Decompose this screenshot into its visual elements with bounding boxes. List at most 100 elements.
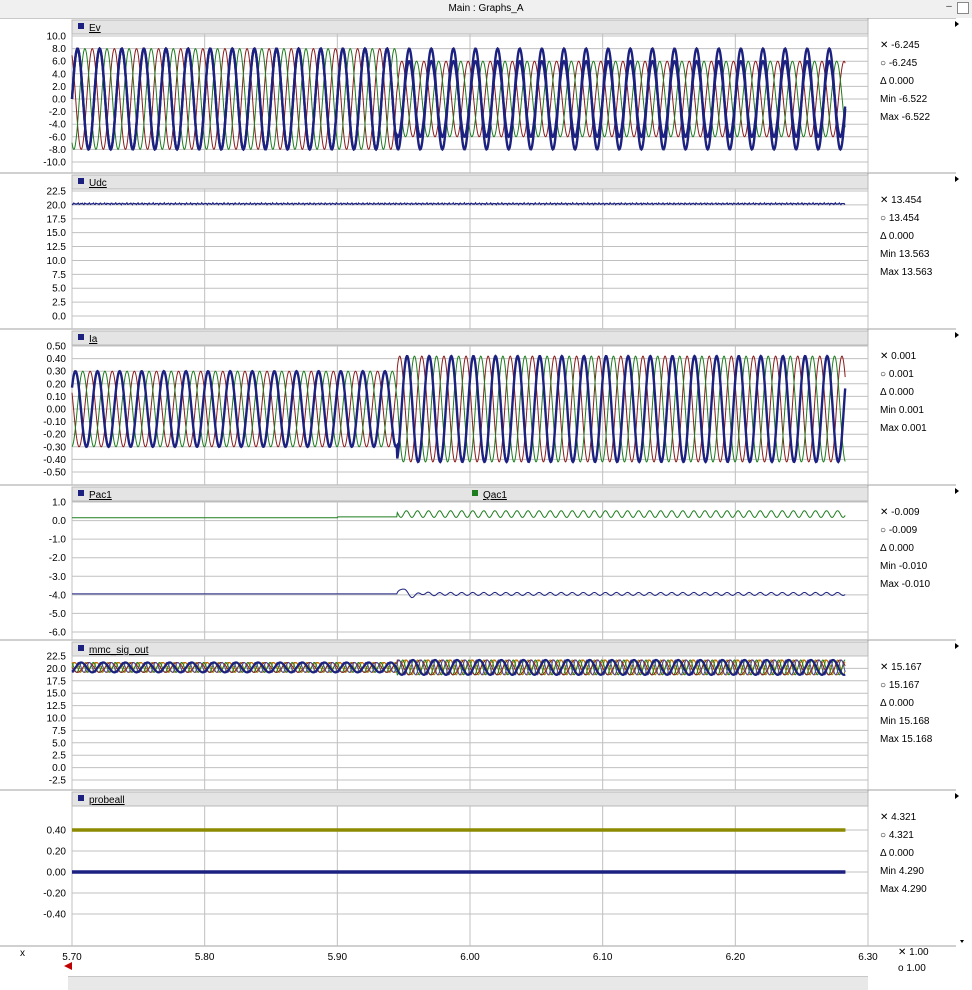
y-tick-label: -2.0 xyxy=(49,553,67,564)
y-tick-label: 1.0 xyxy=(52,498,66,509)
panel-expand-icon xyxy=(955,488,959,494)
y-tick-label: 0.20 xyxy=(47,847,67,858)
y-tick-label: 22.5 xyxy=(47,187,67,198)
legend-label: mmc_sig_out xyxy=(89,645,149,656)
max-readout: Max -6.522 xyxy=(880,112,930,123)
maximize-icon[interactable] xyxy=(957,2,969,14)
y-tick-label: 20.0 xyxy=(47,200,67,211)
y-tick-label: 22.5 xyxy=(47,652,67,663)
min-readout: Min 13.563 xyxy=(880,249,930,260)
x-axis-label: x xyxy=(20,948,25,959)
trace-ev-phase-2 xyxy=(71,47,846,151)
panel-header xyxy=(71,791,869,807)
y-tick-label: 0.20 xyxy=(47,379,67,390)
max-readout: Max 13.563 xyxy=(880,267,933,278)
y-tick-label: 2.0 xyxy=(52,82,66,93)
trace-ia-phase-0 xyxy=(70,354,847,464)
min-readout: Min 4.290 xyxy=(880,866,924,877)
min-readout: Min 15.168 xyxy=(880,716,930,727)
y-tick-label: 10.0 xyxy=(47,256,67,267)
scroll-down-icon xyxy=(960,940,964,943)
legend-swatch xyxy=(78,490,84,496)
x-tick-label: 5.90 xyxy=(328,952,348,963)
vertical-scrollbar[interactable] xyxy=(956,18,972,946)
y-tick-label: -0.50 xyxy=(43,468,66,479)
max-readout: Max 15.168 xyxy=(880,734,933,745)
y-tick-label: 0.0 xyxy=(52,95,66,106)
panel-mmc: 22.520.017.5 15.012.5 10.07.55.0 2.50.0 -2.5… xyxy=(0,640,959,791)
window-title: Main : Graphs_A xyxy=(448,3,524,14)
y-tick-label: 10.0 xyxy=(47,32,67,43)
y-tick-label: 12.5 xyxy=(47,701,67,712)
cursor-o-readout: ○ -0.009 xyxy=(880,525,918,536)
trace-udc xyxy=(71,201,846,206)
y-tick-label: -0.10 xyxy=(43,417,66,428)
y-tick-label: -4.0 xyxy=(49,590,67,601)
cursor-o-readout: ○ -6.245 xyxy=(880,58,918,69)
cursor-o-readout: ○ 0.001 xyxy=(880,369,914,380)
panel-expand-icon xyxy=(955,176,959,182)
panel-expand-icon xyxy=(955,21,959,27)
minimize-icon[interactable]: – xyxy=(946,1,952,12)
cursor-x-readout: ✕ -6.245 xyxy=(880,40,920,51)
legend-swatch xyxy=(78,23,84,29)
panel-header xyxy=(71,641,869,657)
y-tick-label: -6.0 xyxy=(49,628,67,639)
y-tick-label: 0.0 xyxy=(52,312,66,323)
y-tick-label: -0.30 xyxy=(43,442,66,453)
delta-readout: Δ 0.000 xyxy=(880,387,914,398)
cursor-marker-icon xyxy=(64,962,72,970)
y-tick-label: 20.0 xyxy=(47,664,67,675)
y-tick-label: -5.0 xyxy=(49,609,67,620)
legend-swatch xyxy=(78,795,84,801)
legend-swatch xyxy=(472,490,478,496)
horizontal-scrollbar[interactable] xyxy=(68,976,868,990)
panel-expand-icon xyxy=(955,332,959,338)
cursor-x-readout: ✕ 15.167 xyxy=(880,662,922,673)
panel-header xyxy=(71,174,869,190)
cursor-o-readout: ○ 15.167 xyxy=(880,680,920,691)
y-tick-label: 0.40 xyxy=(47,826,67,837)
y-tick-label: 15.0 xyxy=(47,689,67,700)
cursor-x-readout: ✕ -0.009 xyxy=(880,507,920,518)
y-tick-label: -1.0 xyxy=(49,535,67,546)
x-tick-label: 5.70 xyxy=(62,952,82,963)
cursor-x-readout: ✕ 4.321 xyxy=(880,812,917,823)
y-tick-label: 10.0 xyxy=(47,714,67,725)
max-readout: Max -0.010 xyxy=(880,579,930,590)
y-tick-label: 0.00 xyxy=(47,868,67,879)
cursor-x-readout: ✕ 13.454 xyxy=(880,195,922,206)
x-tick-label: 6.00 xyxy=(460,952,480,963)
y-tick-label: 7.5 xyxy=(52,270,66,281)
legend-label: Qac1 xyxy=(483,490,507,501)
y-tick-label: 8.0 xyxy=(52,44,66,55)
panel-ia: 0.500.40 0.300.20 0.10 0.00-0.10 -0.20-0.30 -… xyxy=(0,329,959,486)
panel-expand-icon xyxy=(955,643,959,649)
cursor-o-readout: ○ 13.454 xyxy=(880,213,920,224)
legend-label: Pac1 xyxy=(89,490,112,501)
y-tick-label: 0.10 xyxy=(47,392,67,403)
panel-expand-icon xyxy=(955,793,959,799)
panel-header xyxy=(71,19,869,35)
y-tick-label: -0.20 xyxy=(43,430,66,441)
y-tick-label: 0.40 xyxy=(47,354,67,365)
x-cursor-readout: ✕ 1.00 xyxy=(898,947,929,958)
y-tick-label: 6.0 xyxy=(52,57,66,68)
panel-probe: 0.40 0.20 0.00 -0.20 -0.40 probeall ✕ 4.321 ○ 4… xyxy=(0,790,959,947)
y-tick-label: -6.0 xyxy=(49,132,67,143)
y-tick-label: 0.0 xyxy=(52,516,66,527)
y-tick-label: -10.0 xyxy=(43,158,66,169)
y-tick-label: 15.0 xyxy=(47,228,67,239)
o-cursor-readout: o 1.00 xyxy=(898,963,926,974)
delta-readout: Δ 0.000 xyxy=(880,76,914,87)
y-tick-label: -0.20 xyxy=(43,889,66,900)
min-readout: Min -6.522 xyxy=(880,94,928,105)
y-tick-label: -0.40 xyxy=(43,910,66,921)
y-tick-label: 17.5 xyxy=(47,214,67,225)
x-tick-label: 5.80 xyxy=(195,952,215,963)
panel-ev: 10.08.0 6.04.0 2.0 0.0-2.0 -4.0-6.0 -8.0 -10.0… xyxy=(0,18,959,174)
delta-readout: Δ 0.000 xyxy=(880,698,914,709)
legend-swatch xyxy=(78,645,84,651)
min-readout: Min -0.010 xyxy=(880,561,928,572)
